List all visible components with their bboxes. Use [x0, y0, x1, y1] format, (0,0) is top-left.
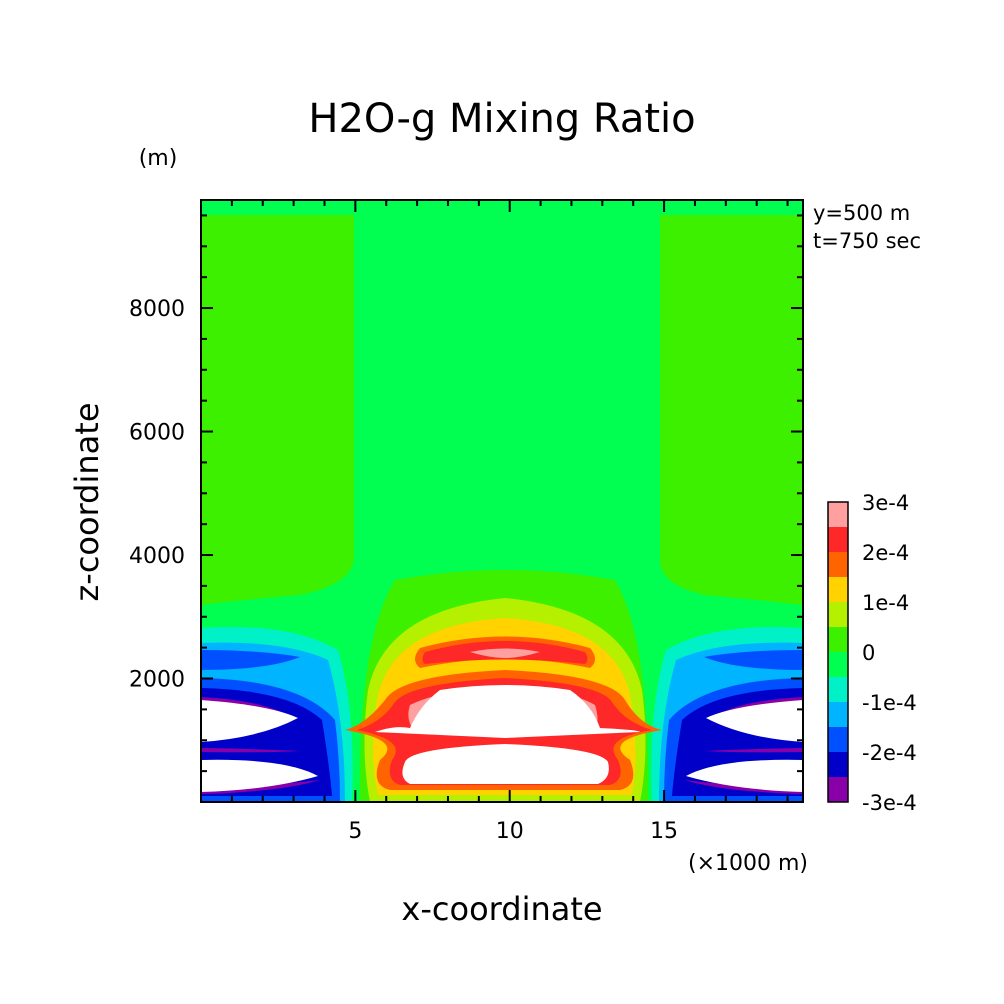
- contour-left-neg-3: [201, 650, 300, 670]
- contour-right-white-1: [706, 700, 803, 742]
- colorbar-swatch: [828, 527, 848, 552]
- colorbar-label: 2e-4: [862, 541, 909, 565]
- colorbar-swatch: [828, 702, 848, 727]
- y-tick-label: 2000: [129, 668, 185, 693]
- colorbar-swatch: [828, 552, 848, 577]
- axis-ticks: [201, 200, 803, 802]
- contour-center-pos-5: [470, 648, 540, 658]
- y-tick-label: 6000: [129, 421, 185, 446]
- colorbar-labels: 3e-4 2e-4 1e-4 0 -1e-4 -2e-4 -3e-4: [862, 491, 917, 815]
- colorbar-swatch: [828, 577, 848, 602]
- contour-left-white-1: [201, 700, 298, 742]
- contour-left-neg-7: [201, 748, 300, 753]
- x-tick-label: 5: [348, 819, 362, 844]
- colorbar-swatch: [828, 727, 848, 752]
- colorbar-swatch: [828, 602, 848, 627]
- chart-title: H2O-g Mixing Ratio: [308, 96, 695, 142]
- colorbar-label: 0: [862, 641, 875, 665]
- contour-left-white-2: [201, 759, 318, 792]
- y-unit-label: (m): [139, 146, 178, 171]
- contour-field: [201, 200, 803, 802]
- x-tick-labels: 5 10 15: [348, 819, 678, 844]
- colorbar-frame: [827, 501, 849, 803]
- y-tick-label: 8000: [129, 297, 185, 322]
- contour-center-white-2: [402, 744, 609, 784]
- contour-center-white-1: [375, 685, 640, 738]
- x-tick-label: 15: [650, 819, 678, 844]
- contour-right-upper: [660, 215, 803, 605]
- colorbar-swatch: [828, 502, 848, 527]
- colorbar-label: 3e-4: [862, 491, 909, 515]
- colorbar-label: -3e-4: [862, 791, 917, 815]
- colorbar-label: -2e-4: [862, 741, 917, 765]
- contour-right-white-2: [686, 759, 803, 792]
- y-tick-labels: 2000 4000 6000 8000: [129, 297, 185, 692]
- x-axis-label: x-coordinate: [401, 890, 602, 928]
- colorbar-label: -1e-4: [862, 691, 917, 715]
- y-axis-label: z-coordinate: [68, 402, 106, 601]
- colorbar-swatch: [828, 777, 848, 802]
- contour-right-neg-3: [704, 650, 803, 670]
- colorbar: [827, 501, 849, 803]
- y-tick-label: 4000: [129, 544, 185, 569]
- x-tick-label: 10: [496, 819, 524, 844]
- colorbar-swatch: [828, 652, 848, 677]
- contour-right-neg-7: [704, 748, 803, 753]
- colorbar-swatch: [828, 677, 848, 702]
- plot-frame: [200, 199, 804, 803]
- x-unit-label: (×1000 m): [688, 851, 808, 876]
- colorbar-swatch: [828, 752, 848, 777]
- contour-left-upper: [201, 215, 354, 605]
- colorbar-label: 1e-4: [862, 591, 909, 615]
- annotation-time: t=750 sec: [813, 229, 921, 253]
- annotation-y-position: y=500 m: [813, 201, 910, 225]
- colorbar-swatch: [828, 627, 848, 652]
